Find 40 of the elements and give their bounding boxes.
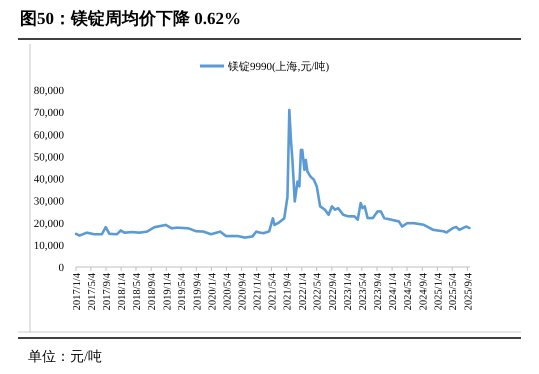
x-tick-label: 2018/5/4 (132, 272, 143, 310)
x-tick-label: 2022/1/4 (298, 272, 309, 310)
x-tick-label: 2025/1/4 (433, 272, 444, 310)
x-tick-label: 2019/5/4 (177, 272, 188, 310)
x-tick-label: 2020/9/4 (238, 272, 249, 310)
x-tick-label: 2019/9/4 (192, 272, 204, 310)
x-tick-label: 2021/1/4 (252, 272, 264, 310)
x-tick-label: 2024/1/4 (388, 272, 400, 310)
y-tick-label: 80,000 (34, 85, 64, 97)
x-tick-label: 2025/5/4 (448, 272, 460, 310)
x-tick-label: 2021/9/4 (282, 272, 294, 310)
chart-title: 图50：镁锭周均价下降 0.62% (20, 9, 241, 28)
x-tick-label: 2020/1/4 (207, 272, 218, 310)
legend-label: 镁锭9990(上海,元/吨) (227, 60, 330, 73)
y-tick-label: 0 (58, 262, 64, 274)
x-tick-label: 2022/5/4 (312, 272, 324, 310)
y-tick-label: 60,000 (34, 129, 64, 142)
x-tick-label: 2023/5/4 (358, 272, 369, 310)
x-tick-label: 2017/5/4 (86, 272, 98, 310)
x-tick-label: 2017/9/4 (102, 272, 114, 310)
x-tick-label: 2022/9/4 (328, 272, 339, 310)
x-tick-label: 2023/1/4 (342, 272, 354, 310)
x-tick-label: 2020/5/4 (222, 272, 234, 310)
x-tick-label: 2017/1/4 (72, 272, 83, 310)
y-tick-label: 20,000 (34, 218, 64, 230)
x-tick-label: 2023/9/4 (373, 272, 384, 310)
y-tick-label: 30,000 (34, 196, 64, 208)
y-tick-label: 70,000 (34, 107, 64, 120)
y-tick-label: 50,000 (34, 151, 64, 164)
x-tick-label: 2018/1/4 (117, 272, 128, 310)
y-tick-label: 40,000 (34, 174, 64, 186)
x-tick-label: 2019/1/4 (162, 272, 174, 310)
y-tick-label: 10,000 (34, 240, 64, 252)
x-tick-label: 2021/5/4 (268, 272, 279, 310)
line-series (74, 108, 471, 239)
x-tick-label: 2018/9/4 (147, 272, 158, 310)
text: 单位：元/吨 (28, 349, 102, 365)
x-tick-label: 2024/9/4 (418, 272, 430, 310)
x-tick-label: 2025/9/4 (463, 272, 474, 310)
x-tick-label: 2024/5/4 (403, 272, 414, 310)
